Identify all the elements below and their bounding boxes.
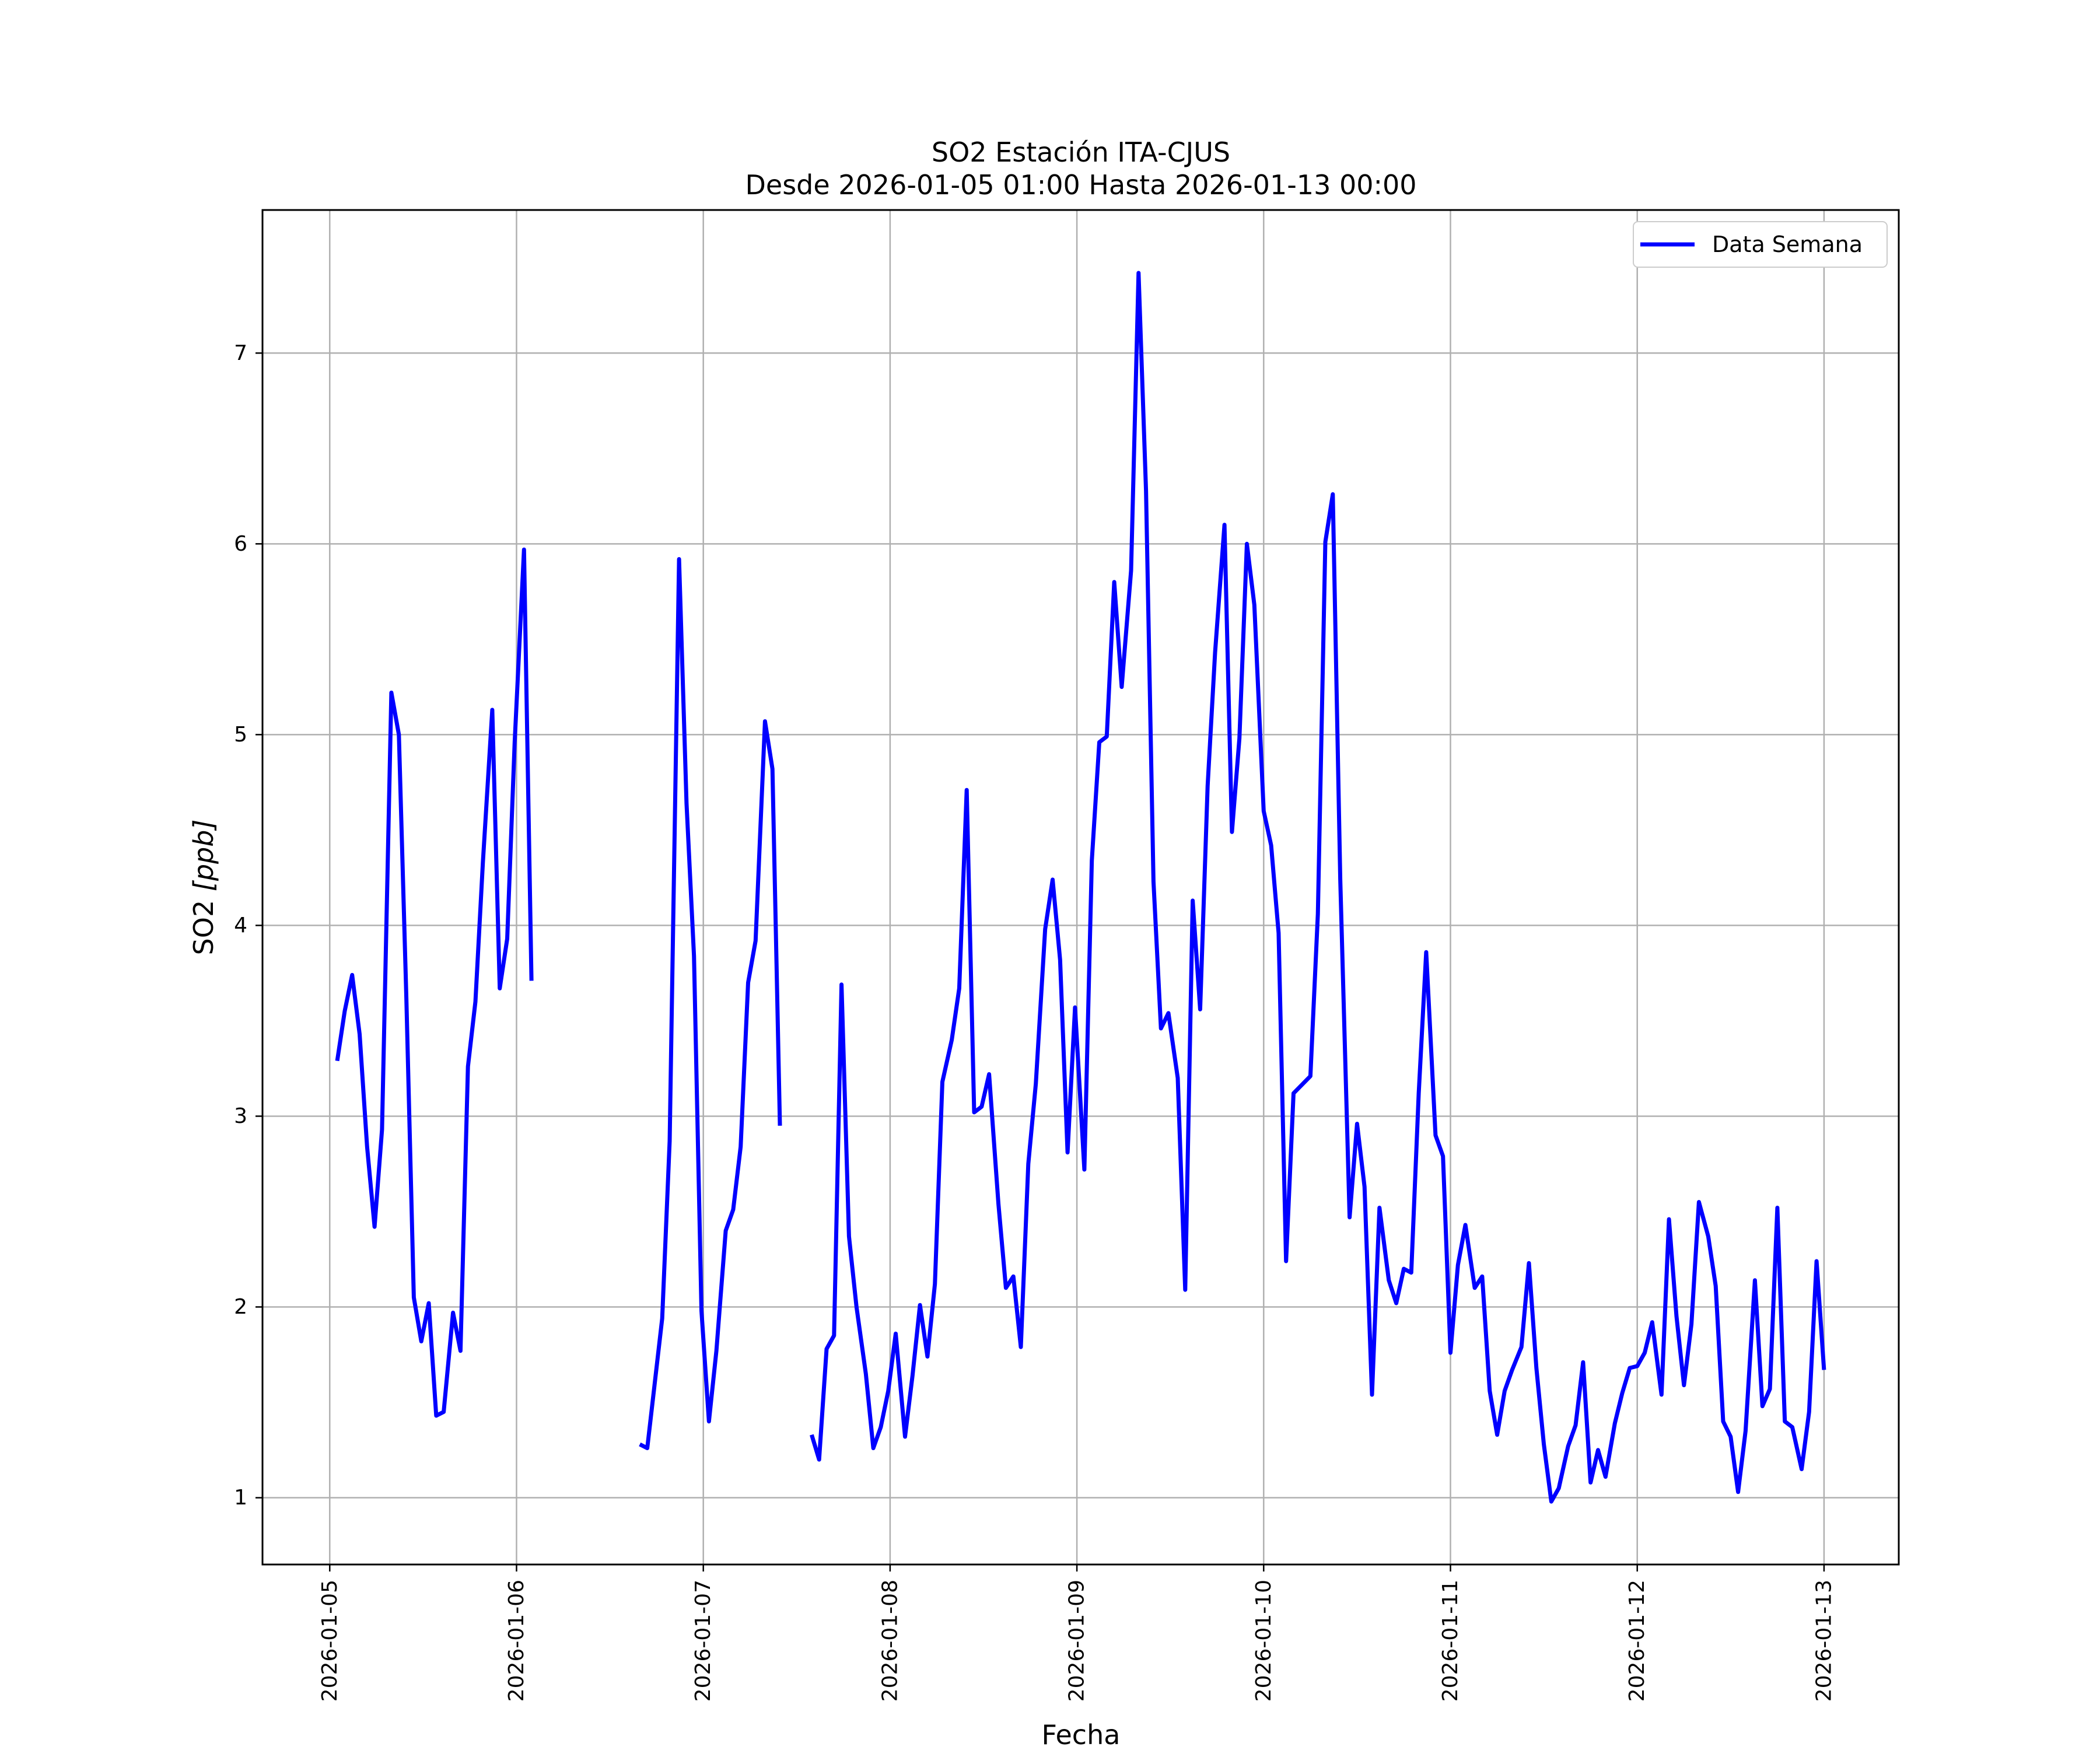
series-line-segment (639, 557, 782, 1450)
y-tick-label: 6 (234, 532, 247, 556)
y-tick-label: 4 (234, 914, 247, 937)
chart-title: SO2 Estación ITA-CJUS (932, 136, 1230, 168)
x-tick-label: 2026-01-09 (1065, 1580, 1089, 1702)
y-tick-label: 2 (234, 1295, 247, 1319)
series-line-segment (810, 271, 1826, 1504)
x-tick-label: 2026-01-07 (691, 1580, 715, 1702)
y-tick-label: 5 (234, 723, 247, 747)
x-axis-ticks: 2026-01-05 2026-01-06 2026-01-07 2026-01-08… (318, 1564, 1836, 1702)
x-tick-label: 2026-01-10 (1252, 1580, 1276, 1702)
legend-box (1633, 221, 1888, 268)
x-tick-label: 2026-01-08 (878, 1580, 902, 1702)
y-axis-title-main: SO2 (188, 891, 219, 955)
y-tick-label: 3 (234, 1104, 247, 1128)
y-axis-title: SO2 [ppb] (188, 820, 219, 956)
y-tick-label: 1 (234, 1486, 247, 1510)
chart-subtitle: Desde 2026-01-05 01:00 Hasta 2026-01-13 … (745, 169, 1416, 201)
y-axis-ticks: 1 2 3 4 5 6 7 (234, 341, 262, 1510)
y-tick-label: 7 (234, 341, 247, 365)
series-group (335, 271, 1826, 1504)
x-tick-label: 2026-01-13 (1812, 1580, 1836, 1702)
y-axis-title-unit: [ppb] (188, 820, 219, 892)
x-tick-label: 2026-01-11 (1438, 1580, 1462, 1702)
plot-frame (261, 209, 1900, 1566)
x-tick-label: 2026-01-12 (1625, 1580, 1649, 1702)
legend-label: Data Semana (1712, 232, 1863, 257)
x-axis-title: Fecha (1042, 1719, 1121, 1750)
grid-lines (262, 210, 1899, 1564)
x-tick-label: 2026-01-06 (505, 1580, 528, 1702)
x-tick-label: 2026-01-05 (318, 1580, 342, 1702)
series-line-segment (335, 547, 534, 1418)
legend: Data Semana (1633, 221, 1888, 268)
